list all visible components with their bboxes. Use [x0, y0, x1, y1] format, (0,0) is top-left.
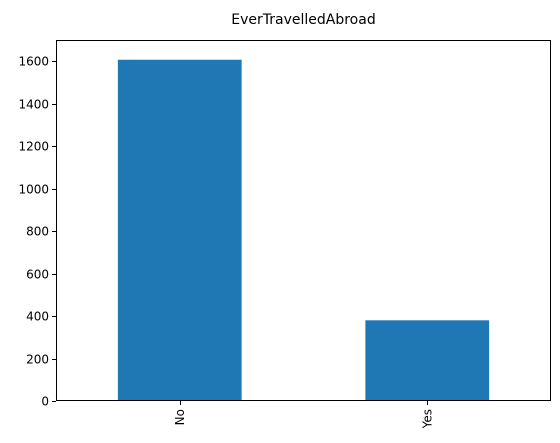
- y-tick-label: 800: [26, 225, 49, 239]
- y-tick-label: 1400: [18, 98, 49, 112]
- y-tick-label: 600: [26, 268, 49, 282]
- y-tick-label: 1000: [18, 183, 49, 197]
- y-tick-label: 0: [41, 395, 49, 409]
- y-tick-label: 1200: [18, 140, 49, 154]
- plot-frame: [56, 40, 551, 401]
- x-tick-label: Yes: [420, 409, 434, 429]
- bar-no: [117, 59, 242, 401]
- chart-title: EverTravelledAbroad: [231, 12, 375, 28]
- bars: [117, 59, 490, 401]
- y-tick-label: 200: [26, 353, 49, 367]
- y-axis: 0 200 400 600 800 1000 1200 1400 1600: [18, 55, 56, 409]
- y-tick-label: 1600: [18, 55, 49, 69]
- bar-yes: [365, 320, 490, 401]
- x-tick-label: No: [173, 409, 187, 425]
- x-axis: No Yes: [173, 401, 434, 429]
- y-tick-label: 400: [26, 310, 49, 324]
